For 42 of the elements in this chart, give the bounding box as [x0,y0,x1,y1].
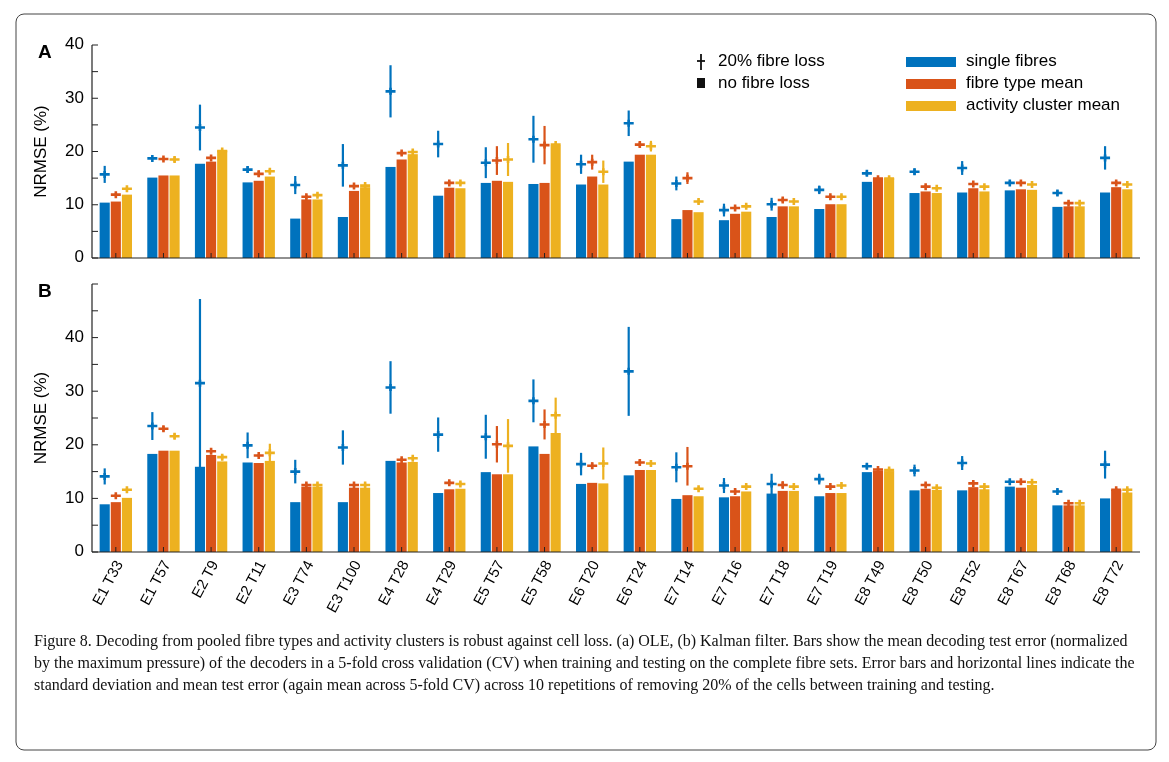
y-tick-label: 40 [65,327,84,347]
y-tick-label: 20 [65,140,84,160]
x-tick-label: E5 T58 [517,557,555,608]
x-tick-label: E2 T9 [187,557,222,601]
x-tick-label: E8 T68 [1041,557,1079,608]
y-tick-label: 20 [65,434,84,454]
y-tick-label: 0 [74,541,84,561]
y-tick-label: 40 [65,34,84,54]
x-tick-label: E5 T57 [469,557,508,608]
x-tick-label: E8 T50 [898,557,936,608]
y-tick-label: 0 [74,247,84,267]
x-tick-label: E6 T20 [564,557,603,608]
legend-label: single fibres [966,51,1057,71]
y-tick-label: 30 [65,87,84,107]
x-tick-label: E3 T100 [322,557,365,616]
x-tick-label: E6 T24 [612,557,650,608]
x-tick-label: E7 T19 [802,557,841,608]
y-tick-label: 30 [65,380,84,400]
chart-title: B [38,280,52,301]
y-tick-label: 10 [65,487,84,507]
legend-label: fibre type mean [966,73,1084,93]
x-tick-label: E8 T49 [850,557,889,608]
x-tick-label: E8 T72 [1088,557,1127,608]
x-tick-label: E1 T57 [136,557,174,608]
annotation: no fibre loss [718,73,810,93]
chart-title: A [38,41,52,62]
y-axis-title: NRMSE (%) [31,105,50,198]
y-tick-label: 10 [65,194,84,214]
x-tick-label: E8 T52 [945,557,984,608]
x-tick-label: E8 T67 [993,557,1032,608]
x-tick-label: E1 T33 [88,557,126,608]
x-tick-label: E4 T28 [374,557,412,608]
x-tick-label: E3 T74 [278,557,317,608]
annotation: 20% fibre loss [718,51,825,71]
y-axis-title: NRMSE (%) [31,371,50,465]
x-tick-label: E7 T18 [755,557,793,608]
x-tick-label: E4 T29 [421,557,460,608]
x-tick-label: E7 T14 [660,557,698,608]
legend-label: activity cluster mean [966,95,1120,115]
x-tick-label: E2 T11 [231,557,269,607]
caption: Figure 8. Decoding from pooled fibre types and activity clusters is robust against cell loss. (a) OLE, (b) Kalman filter. Bars show the mean decoding test error (normalized by the maximum pressure) of the decoders in a 5-fold cross validation (CV) when training and testing on the complete fibre sets. Error bars and horizontal lines indicate the standard deviation and mean test error (again mean across 5-fold CV) across 10 repetitions of removing 20% of the cells between training and testing. [34,631,1136,696]
x-tick-label: E7 T16 [707,557,746,608]
